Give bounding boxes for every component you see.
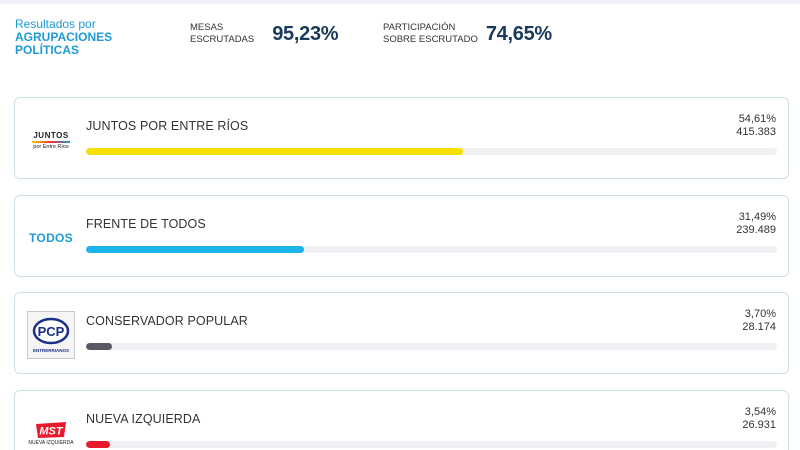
progress-track bbox=[86, 246, 777, 253]
mesas-value: 95,23% bbox=[272, 22, 339, 45]
party-percent: 3,54% bbox=[744, 406, 776, 418]
pcp-logo-icon: PCP ENTRERRIANOS bbox=[27, 311, 75, 359]
juntos-logo-icon: JUNTOS por Entre Ríos bbox=[27, 116, 75, 164]
party-name: NUEVA IZQUIERDA bbox=[86, 412, 201, 426]
results-title: Resultados por AGRUPACIONES POLÍTICAS bbox=[15, 18, 112, 57]
result-card-todos[interactable]: TODOS FRENTE DE TODOS 31,49% 239.489 bbox=[14, 195, 789, 277]
todos-logo-text: TODOS bbox=[29, 231, 73, 245]
party-votes: 28.174 bbox=[742, 321, 776, 333]
mesas-escrutadas-stat: MESAS ESCRUTADAS 95,23% bbox=[190, 22, 339, 46]
party-votes: 239.489 bbox=[736, 224, 776, 236]
result-card-mst[interactable]: MST NUEVA IZQUIERDA NUEVA IZQUIERDA 3,54… bbox=[14, 390, 789, 450]
participacion-value: 74,65% bbox=[485, 22, 552, 45]
mst-logo-subtext: NUEVA IZQUIERDA bbox=[28, 439, 74, 446]
progress-track bbox=[86, 343, 777, 350]
todos-logo-icon: TODOS bbox=[27, 214, 75, 262]
mst-logo-icon: MST NUEVA IZQUIERDA bbox=[27, 409, 75, 450]
progress-fill bbox=[86, 441, 111, 448]
mesas-label: MESAS ESCRUTADAS bbox=[190, 22, 254, 46]
juntos-logo-subtext: por Entre Ríos bbox=[33, 143, 69, 150]
result-card-pcp[interactable]: PCP ENTRERRIANOS CONSERVADOR POPULAR 3,7… bbox=[14, 292, 789, 374]
participacion-label-line-2: SOBRE ESCRUTADO bbox=[383, 34, 478, 45]
title-line-1: Resultados por bbox=[15, 17, 96, 31]
party-votes: 26.931 bbox=[742, 419, 776, 431]
progress-fill bbox=[86, 246, 304, 253]
title-line-2: AGRUPACIONES bbox=[15, 30, 113, 44]
party-percent: 54,61% bbox=[738, 113, 776, 125]
juntos-logo-stripe bbox=[32, 140, 70, 143]
party-votes: 415.383 bbox=[736, 126, 776, 138]
participacion-stat: PARTICIPACIÓN SOBRE ESCRUTADO 74,65% bbox=[383, 22, 552, 46]
top-divider bbox=[0, 0, 800, 4]
results-header: Resultados por AGRUPACIONES POLÍTICAS ME… bbox=[0, 0, 800, 90]
party-name: FRENTE DE TODOS bbox=[86, 217, 206, 231]
party-name: CONSERVADOR POPULAR bbox=[86, 314, 248, 328]
participacion-label: PARTICIPACIÓN SOBRE ESCRUTADO bbox=[383, 22, 478, 46]
mst-emblem-text: MST bbox=[39, 425, 64, 437]
result-card-juntos[interactable]: JUNTOS por Entre Ríos JUNTOS POR ENTRE R… bbox=[14, 97, 789, 179]
mesas-label-line-1: MESAS bbox=[190, 22, 224, 33]
mst-emblem-icon: MST bbox=[36, 421, 66, 438]
juntos-logo-text: JUNTOS bbox=[33, 130, 69, 140]
pcp-logo-subtext: ENTRERRIANOS bbox=[32, 348, 69, 353]
party-percent: 31,49% bbox=[738, 211, 776, 223]
party-name: JUNTOS POR ENTRE RÍOS bbox=[86, 119, 249, 133]
pcp-emblem-icon: PCP bbox=[32, 317, 70, 345]
progress-track bbox=[86, 148, 777, 155]
progress-fill bbox=[86, 343, 112, 350]
progress-fill bbox=[86, 148, 464, 155]
participacion-label-line-1: PARTICIPACIÓN bbox=[383, 22, 456, 33]
party-percent: 3,70% bbox=[744, 308, 776, 320]
pcp-emblem-text: PCP bbox=[38, 324, 65, 339]
title-line-3: POLÍTICAS bbox=[15, 43, 80, 57]
mesas-label-line-2: ESCRUTADAS bbox=[190, 34, 255, 45]
progress-track bbox=[86, 441, 777, 448]
